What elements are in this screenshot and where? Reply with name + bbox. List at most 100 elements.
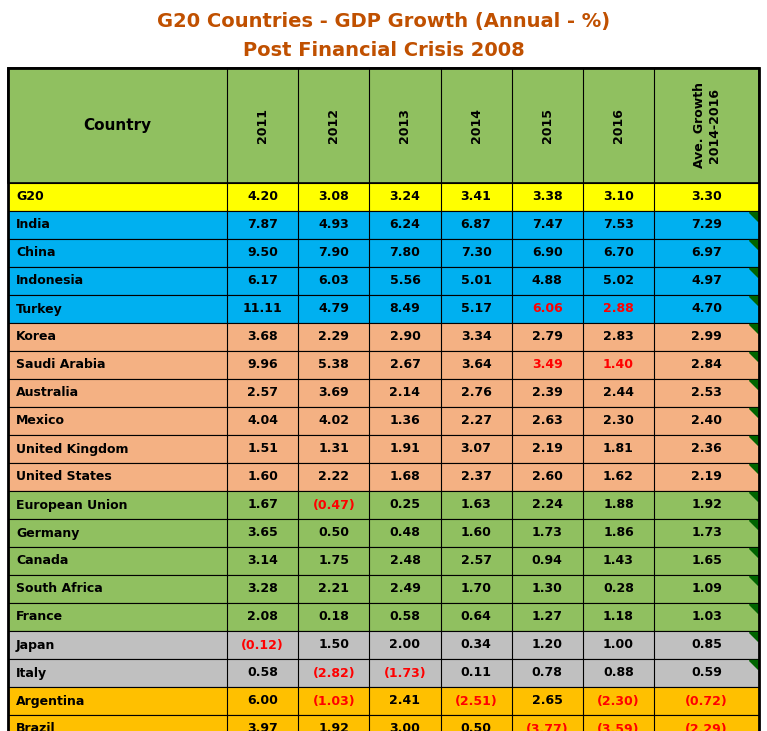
Text: South Africa: South Africa bbox=[16, 583, 103, 596]
Text: 3.10: 3.10 bbox=[603, 191, 634, 203]
Polygon shape bbox=[749, 548, 758, 557]
Text: 1.00: 1.00 bbox=[603, 638, 634, 651]
Text: 1.60: 1.60 bbox=[247, 471, 278, 483]
Text: Turkey: Turkey bbox=[16, 303, 63, 316]
Text: 0.11: 0.11 bbox=[461, 667, 492, 680]
Text: 4.88: 4.88 bbox=[532, 275, 563, 287]
Text: 1.67: 1.67 bbox=[247, 499, 278, 512]
Text: 5.02: 5.02 bbox=[603, 275, 634, 287]
Text: 1.50: 1.50 bbox=[318, 638, 349, 651]
Text: 1.18: 1.18 bbox=[603, 610, 634, 624]
Text: 3.49: 3.49 bbox=[532, 358, 563, 371]
Text: 7.90: 7.90 bbox=[318, 246, 349, 260]
Text: 0.78: 0.78 bbox=[532, 667, 563, 680]
Text: 3.24: 3.24 bbox=[390, 191, 420, 203]
Text: (2.29): (2.29) bbox=[685, 722, 728, 731]
Text: 9.50: 9.50 bbox=[247, 246, 278, 260]
Polygon shape bbox=[749, 380, 758, 389]
Text: 3.38: 3.38 bbox=[532, 191, 563, 203]
Polygon shape bbox=[749, 436, 758, 445]
Text: 3.68: 3.68 bbox=[247, 330, 278, 344]
Text: 2016: 2016 bbox=[612, 108, 625, 143]
Text: (0.72): (0.72) bbox=[685, 694, 728, 708]
Bar bbox=[8, 463, 759, 491]
Text: 2.29: 2.29 bbox=[318, 330, 349, 344]
Text: 2013: 2013 bbox=[398, 108, 411, 143]
Text: 1.03: 1.03 bbox=[691, 610, 722, 624]
Text: 1.73: 1.73 bbox=[691, 526, 722, 539]
Text: 0.85: 0.85 bbox=[691, 638, 722, 651]
Text: 1.81: 1.81 bbox=[603, 442, 634, 455]
Text: Germany: Germany bbox=[16, 526, 79, 539]
Text: 1.43: 1.43 bbox=[603, 555, 634, 567]
Text: 2.65: 2.65 bbox=[532, 694, 563, 708]
Polygon shape bbox=[749, 296, 758, 305]
Text: (2.82): (2.82) bbox=[312, 667, 355, 680]
Text: India: India bbox=[16, 219, 51, 232]
Text: 2.14: 2.14 bbox=[390, 387, 420, 400]
Text: 4.79: 4.79 bbox=[318, 303, 349, 316]
Text: 1.92: 1.92 bbox=[318, 722, 349, 731]
Text: 1.60: 1.60 bbox=[461, 526, 492, 539]
Text: 2.57: 2.57 bbox=[461, 555, 492, 567]
Bar bbox=[8, 295, 759, 323]
Bar bbox=[8, 659, 759, 687]
Text: 1.73: 1.73 bbox=[532, 526, 563, 539]
Text: 3.14: 3.14 bbox=[247, 555, 278, 567]
Text: 3.08: 3.08 bbox=[318, 191, 349, 203]
Text: 1.51: 1.51 bbox=[247, 442, 278, 455]
Text: 7.53: 7.53 bbox=[603, 219, 634, 232]
Polygon shape bbox=[749, 324, 758, 333]
Polygon shape bbox=[749, 240, 758, 249]
Text: 5.38: 5.38 bbox=[318, 358, 349, 371]
Text: 1.75: 1.75 bbox=[318, 555, 349, 567]
Text: 2.22: 2.22 bbox=[318, 471, 349, 483]
Text: 2.49: 2.49 bbox=[390, 583, 420, 596]
Bar bbox=[8, 211, 759, 239]
Bar bbox=[8, 491, 759, 519]
Text: 2.39: 2.39 bbox=[532, 387, 563, 400]
Text: 3.64: 3.64 bbox=[461, 358, 492, 371]
Text: 0.94: 0.94 bbox=[532, 555, 563, 567]
Text: 0.48: 0.48 bbox=[390, 526, 420, 539]
Polygon shape bbox=[749, 604, 758, 613]
Text: 3.97: 3.97 bbox=[247, 722, 278, 731]
Text: 3.07: 3.07 bbox=[461, 442, 492, 455]
Text: 1.62: 1.62 bbox=[603, 471, 634, 483]
Text: 0.28: 0.28 bbox=[603, 583, 634, 596]
Text: 2.19: 2.19 bbox=[691, 471, 722, 483]
Polygon shape bbox=[749, 212, 758, 221]
Text: 7.80: 7.80 bbox=[390, 246, 420, 260]
Text: 3.41: 3.41 bbox=[461, 191, 492, 203]
Text: 4.04: 4.04 bbox=[247, 414, 278, 428]
Text: 1.27: 1.27 bbox=[532, 610, 563, 624]
Bar bbox=[8, 323, 759, 351]
Text: 6.70: 6.70 bbox=[603, 246, 634, 260]
Text: Australia: Australia bbox=[16, 387, 79, 400]
Text: United Kingdom: United Kingdom bbox=[16, 442, 129, 455]
Text: 2.79: 2.79 bbox=[532, 330, 563, 344]
Text: 5.17: 5.17 bbox=[461, 303, 492, 316]
Text: 0.34: 0.34 bbox=[461, 638, 492, 651]
Text: 5.01: 5.01 bbox=[461, 275, 492, 287]
Polygon shape bbox=[749, 660, 758, 669]
Polygon shape bbox=[749, 408, 758, 417]
Text: 0.25: 0.25 bbox=[390, 499, 420, 512]
Bar bbox=[8, 519, 759, 547]
Text: 2.63: 2.63 bbox=[532, 414, 563, 428]
Text: 9.96: 9.96 bbox=[247, 358, 278, 371]
Bar bbox=[8, 239, 759, 267]
Text: 6.87: 6.87 bbox=[461, 219, 492, 232]
Text: (1.03): (1.03) bbox=[312, 694, 355, 708]
Text: France: France bbox=[16, 610, 63, 624]
Text: 6.24: 6.24 bbox=[390, 219, 420, 232]
Bar bbox=[8, 687, 759, 715]
Bar bbox=[8, 267, 759, 295]
Bar bbox=[8, 407, 759, 435]
Text: 2.37: 2.37 bbox=[461, 471, 492, 483]
Text: Italy: Italy bbox=[16, 667, 47, 680]
Text: 2.90: 2.90 bbox=[390, 330, 420, 344]
Text: 1.36: 1.36 bbox=[390, 414, 420, 428]
Bar bbox=[8, 547, 759, 575]
Text: 1.09: 1.09 bbox=[691, 583, 722, 596]
